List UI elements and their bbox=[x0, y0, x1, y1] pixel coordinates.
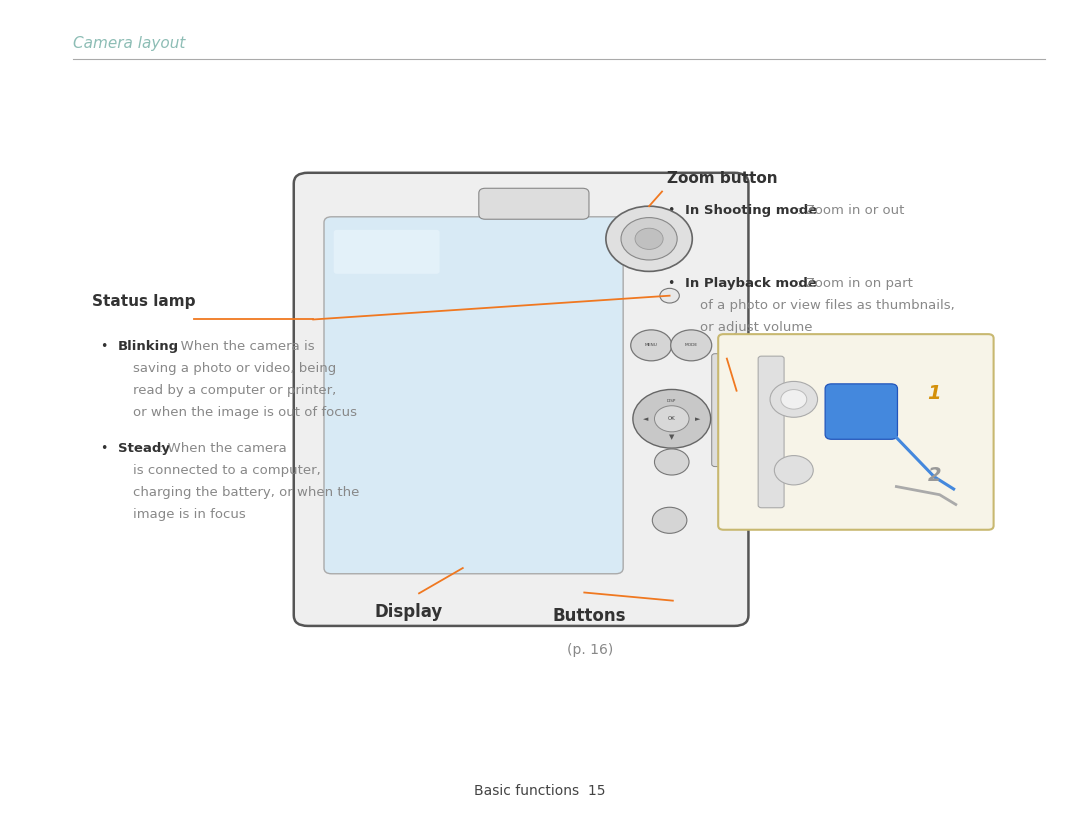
Text: charging the battery, or when the: charging the battery, or when the bbox=[133, 486, 360, 499]
FancyBboxPatch shape bbox=[825, 384, 897, 439]
Text: In Shooting mode: In Shooting mode bbox=[685, 204, 816, 217]
Text: Display: Display bbox=[374, 603, 443, 621]
Text: Steady: Steady bbox=[118, 442, 170, 455]
FancyBboxPatch shape bbox=[324, 217, 623, 574]
Text: In Playback mode: In Playback mode bbox=[685, 277, 816, 290]
Text: Status lamp: Status lamp bbox=[92, 294, 195, 309]
Text: or adjust volume: or adjust volume bbox=[700, 321, 812, 334]
FancyBboxPatch shape bbox=[294, 173, 748, 626]
Text: OK: OK bbox=[667, 416, 676, 421]
Text: Camera layout: Camera layout bbox=[73, 36, 186, 51]
Text: Attaching the strap: Attaching the strap bbox=[742, 398, 895, 412]
FancyBboxPatch shape bbox=[478, 188, 589, 219]
Text: 1: 1 bbox=[928, 384, 941, 403]
Circle shape bbox=[633, 390, 711, 448]
Circle shape bbox=[660, 289, 679, 303]
Text: ▼: ▼ bbox=[670, 434, 674, 440]
Text: (p. 16): (p. 16) bbox=[567, 643, 612, 657]
Text: saving a photo or video, being: saving a photo or video, being bbox=[133, 362, 336, 375]
Text: Zoom button: Zoom button bbox=[667, 171, 778, 186]
Text: : When the camera is: : When the camera is bbox=[172, 340, 314, 353]
Circle shape bbox=[621, 218, 677, 260]
Circle shape bbox=[631, 330, 672, 361]
Text: •: • bbox=[667, 277, 675, 290]
Circle shape bbox=[606, 206, 692, 271]
Circle shape bbox=[770, 381, 818, 417]
FancyBboxPatch shape bbox=[712, 354, 735, 466]
Circle shape bbox=[654, 406, 689, 432]
Text: •: • bbox=[100, 340, 108, 353]
Text: image is in focus: image is in focus bbox=[133, 508, 245, 521]
Text: DISP: DISP bbox=[667, 399, 676, 403]
FancyBboxPatch shape bbox=[718, 334, 994, 530]
Circle shape bbox=[635, 228, 663, 249]
Circle shape bbox=[652, 507, 687, 533]
Text: Blinking: Blinking bbox=[118, 340, 179, 353]
Text: : Zoom in or out: : Zoom in or out bbox=[797, 204, 904, 217]
Circle shape bbox=[774, 456, 813, 485]
Text: of a photo or view files as thumbnails,: of a photo or view files as thumbnails, bbox=[700, 299, 955, 312]
Text: Buttons: Buttons bbox=[553, 607, 626, 625]
Text: or when the image is out of focus: or when the image is out of focus bbox=[133, 406, 356, 419]
Text: : Zoom in on part: : Zoom in on part bbox=[797, 277, 913, 290]
Text: MENU: MENU bbox=[645, 343, 658, 347]
Text: ◄: ◄ bbox=[644, 416, 648, 422]
FancyBboxPatch shape bbox=[334, 230, 440, 274]
Text: Basic functions  15: Basic functions 15 bbox=[474, 783, 606, 798]
Text: 2: 2 bbox=[928, 465, 941, 485]
Text: •: • bbox=[667, 204, 675, 217]
Text: MODE: MODE bbox=[685, 343, 698, 347]
Circle shape bbox=[654, 449, 689, 475]
Text: ►: ► bbox=[696, 416, 700, 422]
Circle shape bbox=[781, 390, 807, 409]
Text: is connected to a computer,: is connected to a computer, bbox=[133, 464, 321, 477]
Text: read by a computer or printer,: read by a computer or printer, bbox=[133, 384, 336, 397]
Text: : When the camera: : When the camera bbox=[159, 442, 286, 455]
FancyBboxPatch shape bbox=[758, 356, 784, 508]
Circle shape bbox=[671, 330, 712, 361]
Text: •: • bbox=[100, 442, 108, 455]
